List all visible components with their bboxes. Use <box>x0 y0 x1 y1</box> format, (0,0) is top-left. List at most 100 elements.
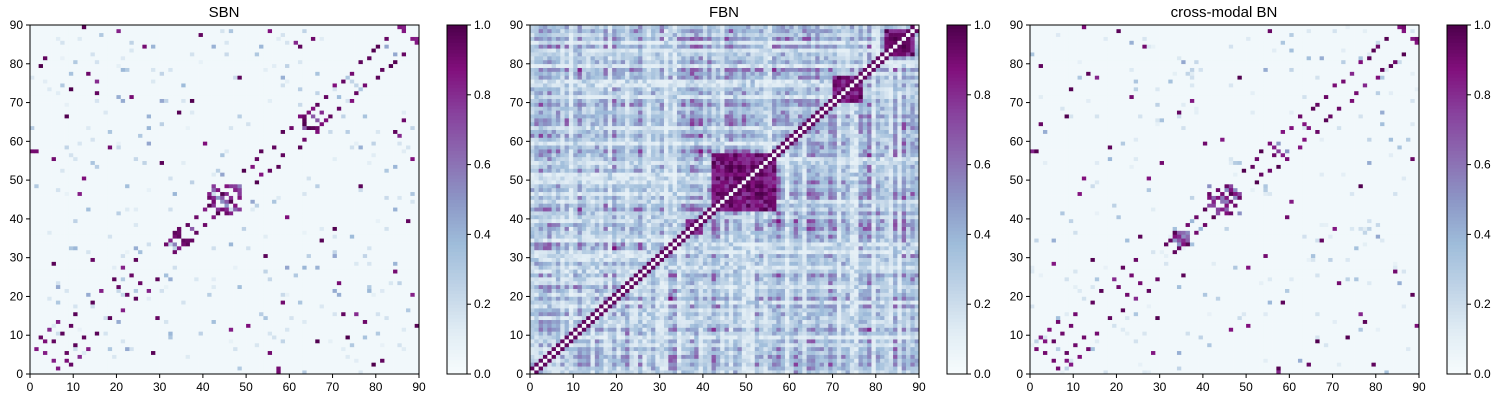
heatmap-cell <box>163 350 169 355</box>
heatmap-cell <box>129 366 135 371</box>
heatmap-cell <box>406 257 411 262</box>
heatmap-cell <box>293 284 299 289</box>
heatmap-cell <box>289 195 294 200</box>
heatmap-cell <box>224 242 230 247</box>
heatmap-cell <box>159 280 165 286</box>
heatmap-cell <box>302 331 307 336</box>
heatmap-cell <box>189 366 195 371</box>
heatmap-cell <box>159 249 165 255</box>
heatmap-cell <box>86 222 91 227</box>
heatmap-cell <box>228 366 234 371</box>
heatmap-cell <box>237 222 243 227</box>
heatmap-cell <box>207 292 212 297</box>
heatmap-cell <box>241 257 247 262</box>
heatmap-cell <box>306 342 312 348</box>
heatmap-cell <box>64 292 70 297</box>
heatmap-cell <box>146 249 152 255</box>
heatmap-cell <box>341 346 346 352</box>
heatmap-cell <box>332 304 338 309</box>
heatmap-cell <box>410 304 415 309</box>
heatmap-cell <box>289 176 294 181</box>
heatmap-cell <box>254 168 260 173</box>
heatmap-cell <box>159 354 165 359</box>
heatmap-cell <box>336 211 342 216</box>
heatmap-cell <box>349 195 355 200</box>
heatmap-cell <box>55 246 61 251</box>
heatmap-cell <box>81 358 87 363</box>
heatmap-cell <box>241 183 247 189</box>
heatmap-cell <box>125 156 130 162</box>
heatmap-cell <box>393 242 398 247</box>
heatmap-cell <box>47 273 52 278</box>
heatmap-cell <box>319 234 325 239</box>
heatmap-cell <box>194 304 199 309</box>
heatmap-cell <box>202 292 208 297</box>
heatmap-cell <box>280 323 286 328</box>
heatmap-cell <box>289 265 294 270</box>
heatmap-cell <box>246 164 251 169</box>
heatmap-cell <box>185 280 191 286</box>
heatmap-cell <box>38 342 44 348</box>
heatmap-cell <box>90 366 96 371</box>
heatmap-cell <box>42 354 48 359</box>
heatmap-cell <box>401 207 407 212</box>
heatmap-cell <box>220 249 225 255</box>
heatmap-cell <box>297 304 303 309</box>
heatmap-cell <box>99 253 104 258</box>
heatmap-cell <box>259 342 264 348</box>
heatmap-cell <box>315 300 320 305</box>
heatmap-cell <box>388 249 394 255</box>
heatmap-cell <box>86 207 91 212</box>
heatmap-cell <box>207 183 212 189</box>
heatmap-cell <box>159 288 165 293</box>
heatmap-cell <box>129 370 135 375</box>
heatmap-cell <box>51 160 57 165</box>
heatmap-cell <box>107 304 113 309</box>
heatmap-cell <box>51 335 57 340</box>
heatmap-cell <box>388 354 394 359</box>
heatmap-cell <box>375 246 381 251</box>
heatmap-cell <box>211 311 217 317</box>
heatmap-cell <box>81 234 87 239</box>
heatmap-cell <box>120 335 126 340</box>
heatmap-cell <box>336 296 342 301</box>
heatmap-cell <box>202 273 208 278</box>
heatmap-cell <box>94 331 100 336</box>
heatmap-cell <box>414 311 420 317</box>
heatmap-cell <box>73 370 78 375</box>
heatmap-cell <box>388 311 394 317</box>
heatmap-cell <box>280 222 286 227</box>
heatmap-cell <box>246 304 251 309</box>
heatmap-cell <box>375 164 381 169</box>
heatmap-cell <box>146 277 152 282</box>
heatmap-cell <box>375 292 381 297</box>
heatmap-cell <box>259 187 264 193</box>
heatmap-cell <box>414 354 420 359</box>
heatmap-cell <box>207 238 212 243</box>
heatmap-cell <box>246 226 251 231</box>
heatmap-cell <box>90 265 96 270</box>
heatmap-cell <box>358 226 364 231</box>
heatmap-cell <box>237 269 243 274</box>
heatmap-cell <box>55 203 61 208</box>
heatmap-cell <box>367 199 372 204</box>
heatmap-cell <box>328 203 333 208</box>
heatmap-cell <box>233 195 238 200</box>
heatmap-cell <box>237 362 243 367</box>
heatmap-cell <box>250 234 256 239</box>
heatmap-cell <box>319 203 325 208</box>
heatmap-cell <box>55 164 61 169</box>
heatmap-cell <box>354 311 359 317</box>
heatmap-cell <box>159 346 165 352</box>
heatmap-cell <box>410 257 415 262</box>
heatmap-cell <box>401 246 407 251</box>
heatmap-cell <box>60 172 65 177</box>
heatmap-cell <box>341 249 346 255</box>
heatmap-cell <box>380 315 385 321</box>
heatmap-cell <box>64 238 70 243</box>
heatmap-cell <box>185 191 191 196</box>
heatmap-cell <box>272 323 277 328</box>
heatmap-cell <box>367 284 372 289</box>
heatmap-cell <box>276 160 281 165</box>
heatmap-cell <box>285 280 290 286</box>
